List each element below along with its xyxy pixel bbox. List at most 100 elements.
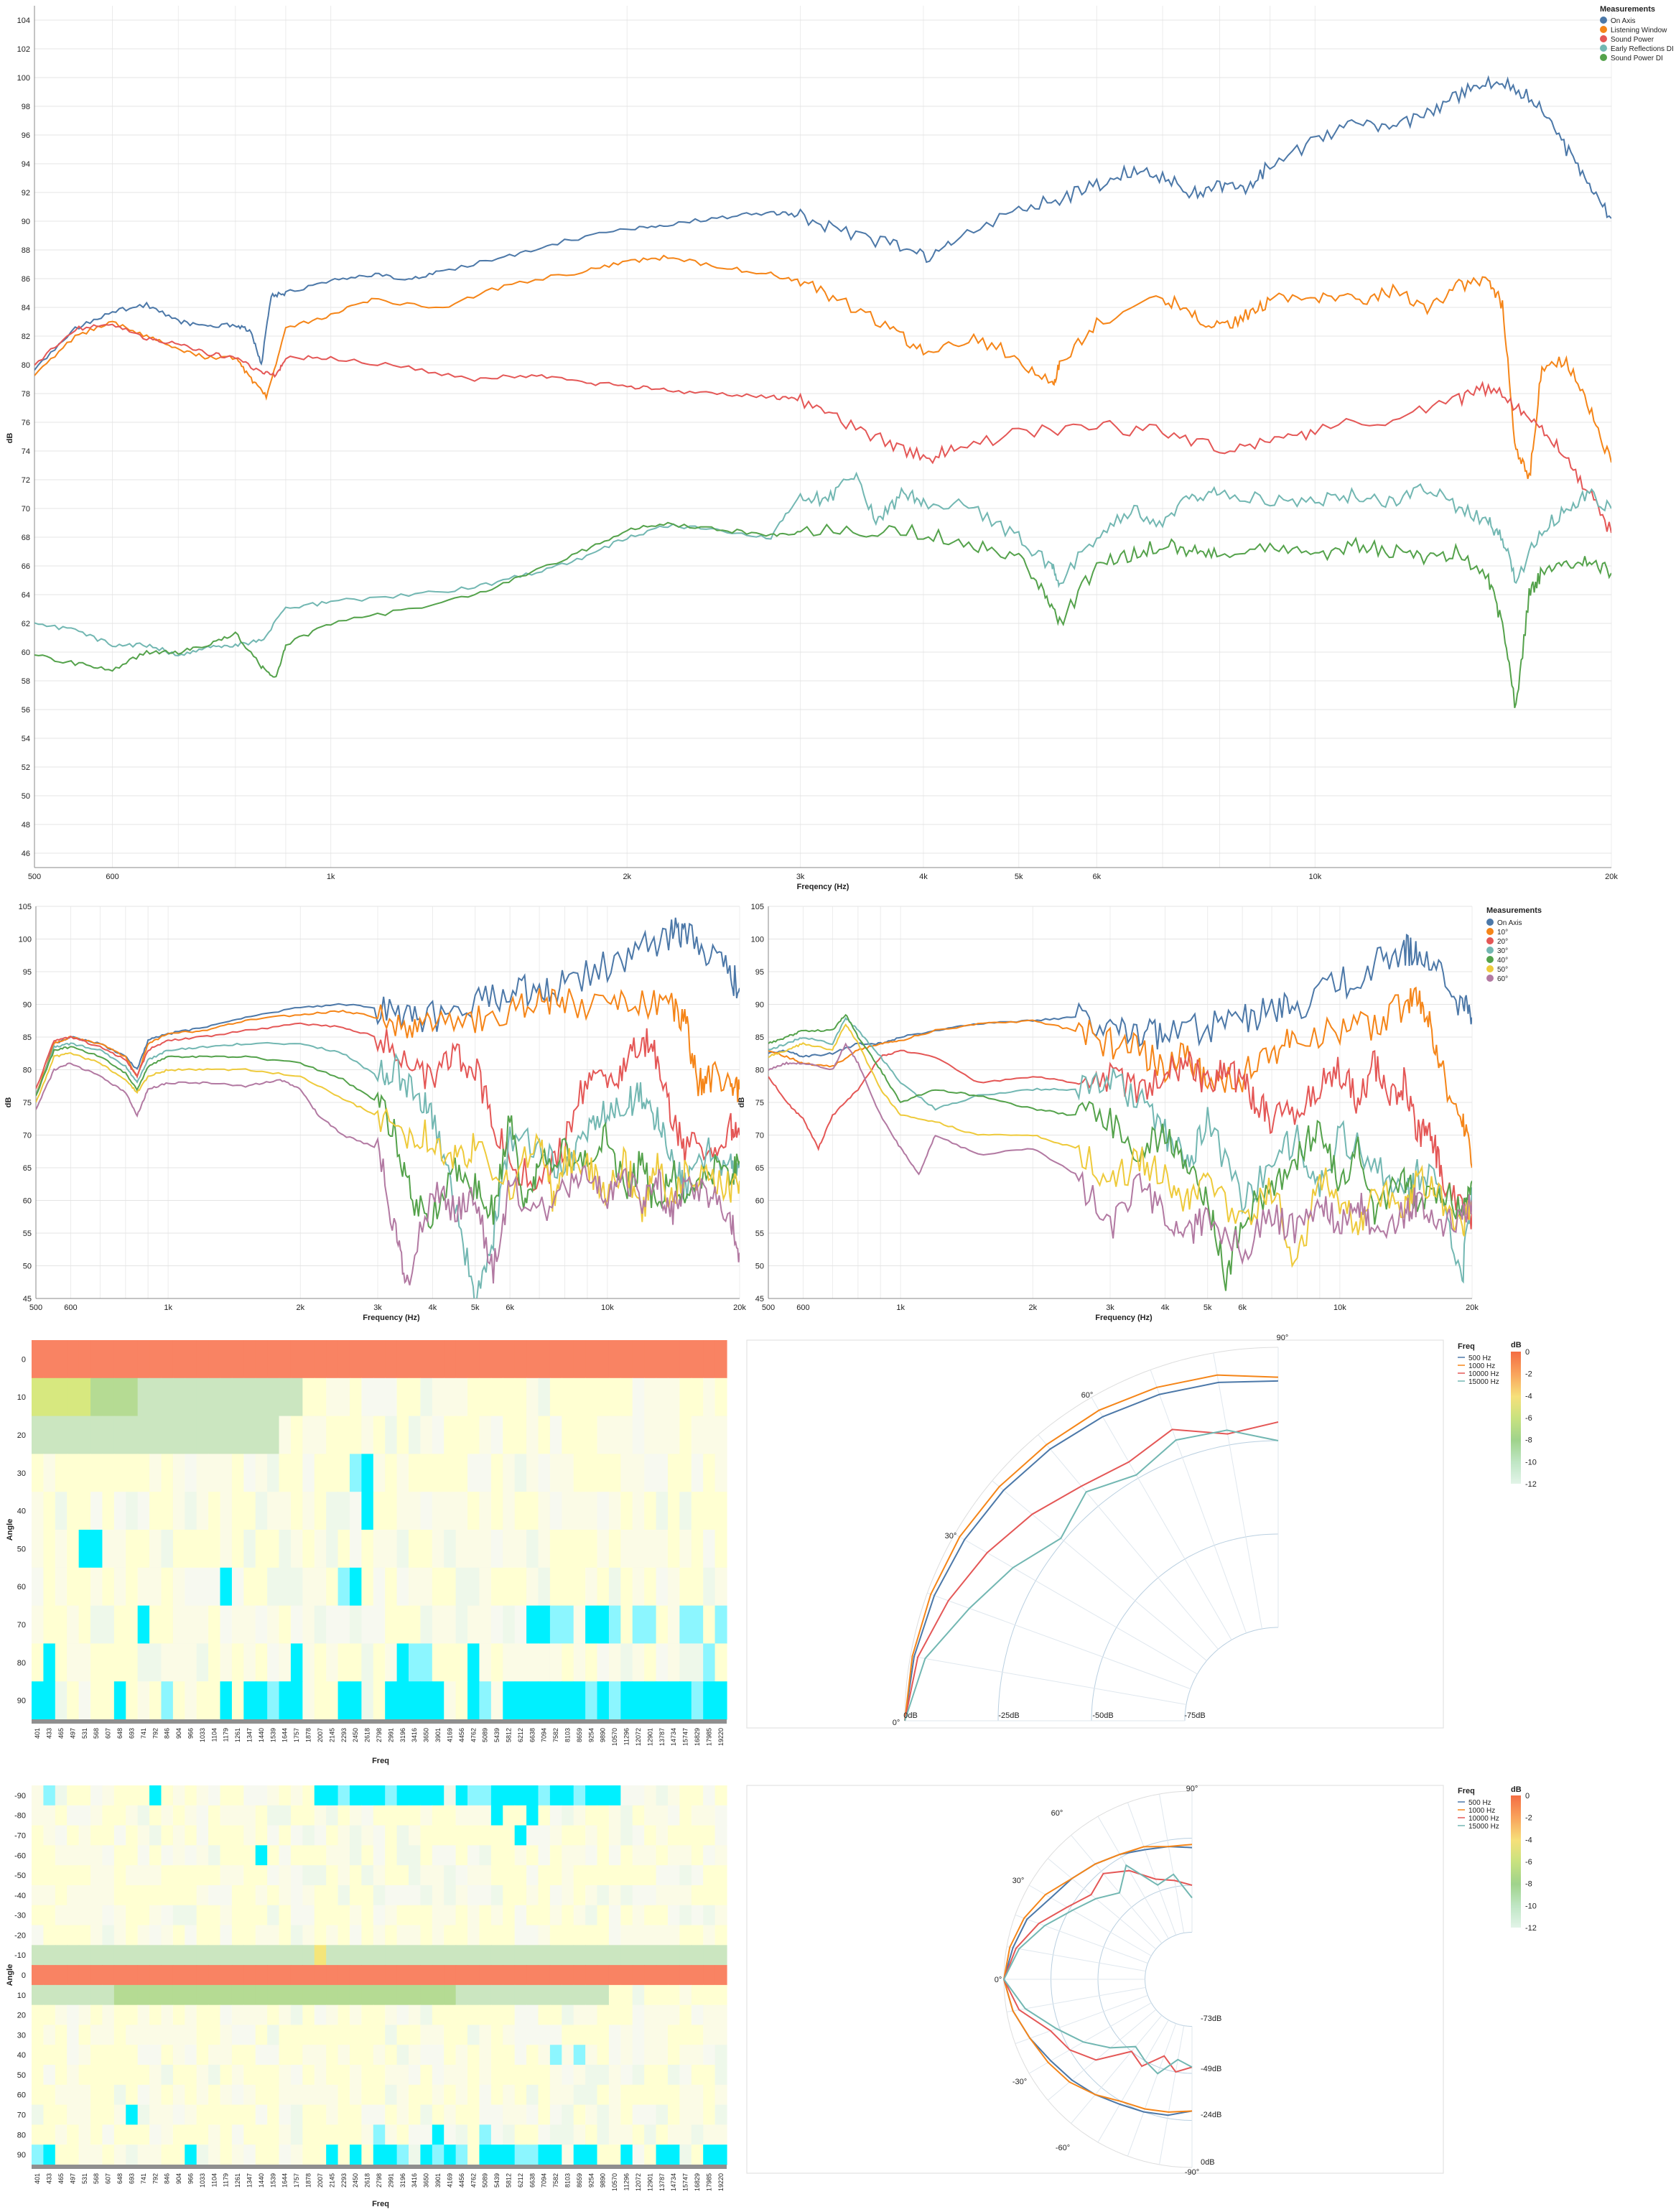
x-tick-label: 2k <box>1028 1304 1037 1312</box>
heatmap-cell <box>385 1605 398 1644</box>
x-tick-label: 966 <box>187 1728 194 1739</box>
y-tick-label: 66 <box>22 562 30 571</box>
heatmap-cell <box>503 1945 516 1966</box>
heatmap-cell <box>620 1643 633 1682</box>
heatmap-cell <box>385 1984 398 2006</box>
heatmap-cell <box>243 1681 256 1720</box>
heatmap-cell <box>679 1605 692 1644</box>
heatmap-cell <box>538 1454 551 1492</box>
heatmap-cell <box>32 2124 45 2145</box>
heatmap-cell <box>314 1340 327 1379</box>
legend-label: On Axis <box>1611 17 1635 25</box>
heatmap-cell <box>620 1605 633 1644</box>
legend-swatch <box>1486 965 1494 972</box>
y-tick-label: 48 <box>22 821 30 830</box>
polar-spoke <box>992 1480 1207 1661</box>
heatmap-cell <box>102 1885 115 1906</box>
heatmap-cell <box>43 2104 56 2126</box>
heatmap-cell <box>326 1945 339 1966</box>
heatmap-cell <box>302 1925 315 1946</box>
heatmap-cell <box>220 1805 233 1826</box>
heatmap-cell <box>667 2144 680 2165</box>
heatmap-cell <box>420 1825 433 1846</box>
heatmap-cell <box>290 1492 303 1530</box>
colorbar-tick-label: -2 <box>1525 1814 1532 1823</box>
heatmap-cell <box>243 1643 256 1682</box>
x-tick-label: 2007 <box>317 2173 324 2188</box>
heatmap-cell <box>267 1605 280 1644</box>
heatmap-cell <box>420 1340 433 1379</box>
x-tick-label: 15747 <box>682 2173 689 2191</box>
heatmap-cell <box>562 1567 574 1607</box>
heatmap-cell <box>337 1845 350 1866</box>
x-tick-label: 846 <box>164 2173 171 2184</box>
heatmap-cell <box>455 1865 468 1886</box>
heatmap-cell <box>691 2004 704 2026</box>
heatmap-cell <box>243 1965 256 1986</box>
x-tick-label: 4169 <box>446 2173 453 2188</box>
vertical-contour-cells <box>32 1785 727 2165</box>
r-tick-label: -73dB <box>1201 2014 1221 2023</box>
heatmap-cell <box>185 2144 197 2165</box>
heatmap-cell <box>514 1885 527 1906</box>
heatmap-cell <box>279 1825 292 1846</box>
heatmap-cell <box>279 1885 292 1906</box>
heatmap-cell <box>55 1567 67 1607</box>
heatmap-cell <box>679 1805 692 1826</box>
polar-spoke <box>1159 1793 1185 1933</box>
x-tick-label: 1261 <box>234 1728 241 1742</box>
heatmap-cell <box>679 2144 692 2165</box>
heatmap-cell <box>467 1885 480 1906</box>
heatmap-cell <box>231 1492 244 1530</box>
heatmap-cell <box>302 2004 315 2026</box>
heatmap-cell <box>409 1785 422 1806</box>
heatmap-cell <box>337 1416 350 1454</box>
heatmap-cell <box>279 1454 292 1492</box>
y-tick-label: 56 <box>22 706 30 715</box>
heatmap-cell <box>691 1567 704 1607</box>
heatmap-cell <box>714 1643 727 1682</box>
heatmap-cell <box>361 2084 374 2106</box>
heatmap-cell <box>608 2025 621 2045</box>
heatmap-cell <box>444 2124 457 2145</box>
heatmap-cell <box>549 1825 562 1846</box>
heatmap-cell <box>102 1805 115 1826</box>
legend-label: 30° <box>1497 947 1508 955</box>
heatmap-cell <box>667 2084 680 2106</box>
heatmap-cell <box>503 1492 516 1530</box>
heatmap-cell <box>126 1885 139 1906</box>
heatmap-cell <box>479 2045 492 2065</box>
heatmap-cell <box>526 2025 539 2045</box>
heatmap-cell <box>208 1340 221 1379</box>
heatmap-cell <box>432 2084 444 2106</box>
heatmap-cell <box>290 1681 303 1720</box>
heatmap-cell <box>608 1945 621 1966</box>
heatmap-cell <box>526 2144 539 2165</box>
heatmap-cell <box>279 2084 292 2106</box>
heatmap-cell <box>220 1681 233 1720</box>
heatmap-cell <box>479 1340 492 1379</box>
heatmap-cell <box>90 1681 103 1720</box>
heatmap-cell <box>409 1945 422 1966</box>
heatmap-cell <box>455 1905 468 1926</box>
heatmap-cell <box>43 1785 56 1806</box>
heatmap-cell <box>409 2124 422 2145</box>
heatmap-cell <box>267 2124 280 2145</box>
heatmap-cell <box>314 1492 327 1530</box>
heatmap-cell <box>644 1492 657 1530</box>
heatmap-cell <box>444 1865 457 1886</box>
heatmap-cell <box>455 1416 468 1454</box>
heatmap-cell <box>644 1567 657 1607</box>
heatmap-cell <box>126 2025 139 2045</box>
heatmap-cell <box>526 1805 539 1826</box>
heatmap-cell <box>137 2084 150 2106</box>
heatmap-cell <box>549 2144 562 2165</box>
heatmap-cell <box>526 1454 539 1492</box>
heatmap-cell <box>90 1925 103 1946</box>
heatmap-cell <box>137 1605 150 1644</box>
heatmap-cell <box>337 1925 350 1946</box>
heatmap-cell <box>113 1454 126 1492</box>
heatmap-cell <box>90 1454 103 1492</box>
heatmap-cell <box>444 1885 457 1906</box>
heatmap-cell <box>385 1965 398 1986</box>
